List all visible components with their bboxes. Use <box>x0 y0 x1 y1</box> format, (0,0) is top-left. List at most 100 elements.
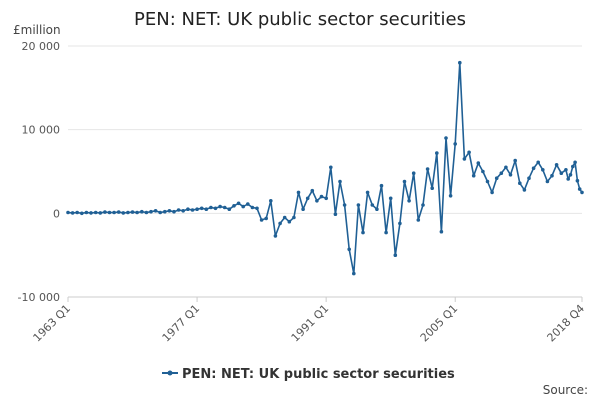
series-layer <box>66 60 584 276</box>
data-point <box>89 211 93 215</box>
data-point <box>250 205 255 210</box>
data-point <box>384 230 388 235</box>
legend: PEN: NET: UK public sector securities <box>162 367 455 382</box>
data-point <box>130 210 135 214</box>
data-point <box>209 205 213 210</box>
data-point <box>153 209 158 213</box>
data-point <box>273 234 278 238</box>
data-point <box>545 179 550 184</box>
data-point <box>167 209 172 213</box>
data-point <box>365 190 370 195</box>
data-point <box>580 190 584 195</box>
data-point <box>296 190 301 195</box>
data-point <box>513 158 517 163</box>
data-point <box>305 196 310 201</box>
data-point <box>269 199 273 203</box>
chart-title: PEN: NET: UK public sector securities <box>134 9 466 30</box>
data-point <box>75 210 79 215</box>
data-point <box>338 179 342 184</box>
data-point <box>278 221 282 226</box>
data-point <box>462 157 467 161</box>
data-point <box>411 171 416 175</box>
data-point <box>218 204 222 209</box>
data-point <box>568 173 573 177</box>
data-point <box>66 210 70 215</box>
data-point <box>352 271 356 276</box>
legend-series-marker <box>167 370 173 376</box>
data-point <box>144 210 149 215</box>
legend-series-label: PEN: NET: UK public sector securities <box>182 367 455 382</box>
data-point <box>566 177 570 181</box>
data-point <box>435 151 439 155</box>
data-point <box>246 202 250 206</box>
data-point <box>186 207 190 211</box>
data-point <box>176 208 181 212</box>
data-point <box>121 211 126 215</box>
data-point <box>430 186 435 190</box>
data-point <box>149 209 153 214</box>
data-point <box>315 199 319 203</box>
data-point <box>407 199 411 203</box>
data-point <box>264 216 269 221</box>
data-point <box>499 171 504 175</box>
y-tick-label: 20 000 <box>22 40 61 53</box>
data-point <box>70 211 75 215</box>
data-point <box>199 206 204 211</box>
data-point <box>310 188 315 193</box>
data-point <box>107 210 112 215</box>
data-point <box>494 176 499 180</box>
y-axis-unit-label: £million <box>13 23 61 37</box>
source-label: Source: <box>543 383 588 397</box>
data-point <box>255 206 259 211</box>
data-point <box>116 210 121 214</box>
data-point <box>287 219 292 224</box>
data-point <box>98 211 103 215</box>
y-tick-label: 0 <box>53 207 60 220</box>
data-point <box>393 253 398 257</box>
data-point <box>195 207 199 211</box>
data-point <box>222 205 227 210</box>
data-point <box>361 230 365 235</box>
y-tick-label: 10 000 <box>22 124 61 137</box>
data-point <box>573 160 577 165</box>
data-point <box>292 215 296 220</box>
y-axis-ticks: 20 000 10 000 0 -10 000 <box>18 40 60 304</box>
gridlines <box>68 45 582 298</box>
data-point <box>490 190 494 195</box>
data-point <box>379 183 384 188</box>
data-point <box>241 204 245 209</box>
data-point <box>577 187 582 191</box>
data-point <box>126 210 130 215</box>
x-tick-label: 1963 Q1 <box>31 302 74 345</box>
data-point <box>342 203 347 207</box>
data-point <box>485 179 490 184</box>
data-point <box>504 165 508 170</box>
data-point <box>356 203 361 207</box>
data-point <box>259 218 264 222</box>
data-point <box>541 168 545 172</box>
data-point <box>571 164 575 169</box>
data-point <box>236 201 241 206</box>
data-point <box>522 188 527 192</box>
data-point <box>163 209 167 214</box>
data-point <box>471 173 476 178</box>
data-point <box>421 203 425 207</box>
data-point <box>282 215 287 220</box>
data-point <box>518 181 522 185</box>
data-point <box>204 207 209 211</box>
data-point <box>333 212 338 216</box>
data-point <box>531 166 536 170</box>
data-point <box>425 167 430 171</box>
data-point <box>301 207 305 211</box>
data-point <box>347 247 352 252</box>
data-point <box>370 203 375 207</box>
data-point <box>467 150 471 155</box>
y-tick-label: -10 000 <box>18 291 60 304</box>
data-point <box>158 210 162 215</box>
data-point <box>135 210 139 215</box>
x-tick-label: 2005 Q1 <box>418 302 461 345</box>
data-point <box>458 60 462 65</box>
data-point <box>481 169 485 174</box>
x-tick-label: 1977 Q1 <box>160 302 203 345</box>
